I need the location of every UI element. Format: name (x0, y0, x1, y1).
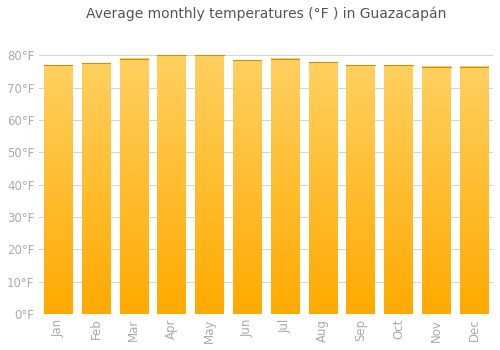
Title: Average monthly temperatures (°F ) in Guazacapán: Average monthly temperatures (°F ) in Gu… (86, 7, 447, 21)
